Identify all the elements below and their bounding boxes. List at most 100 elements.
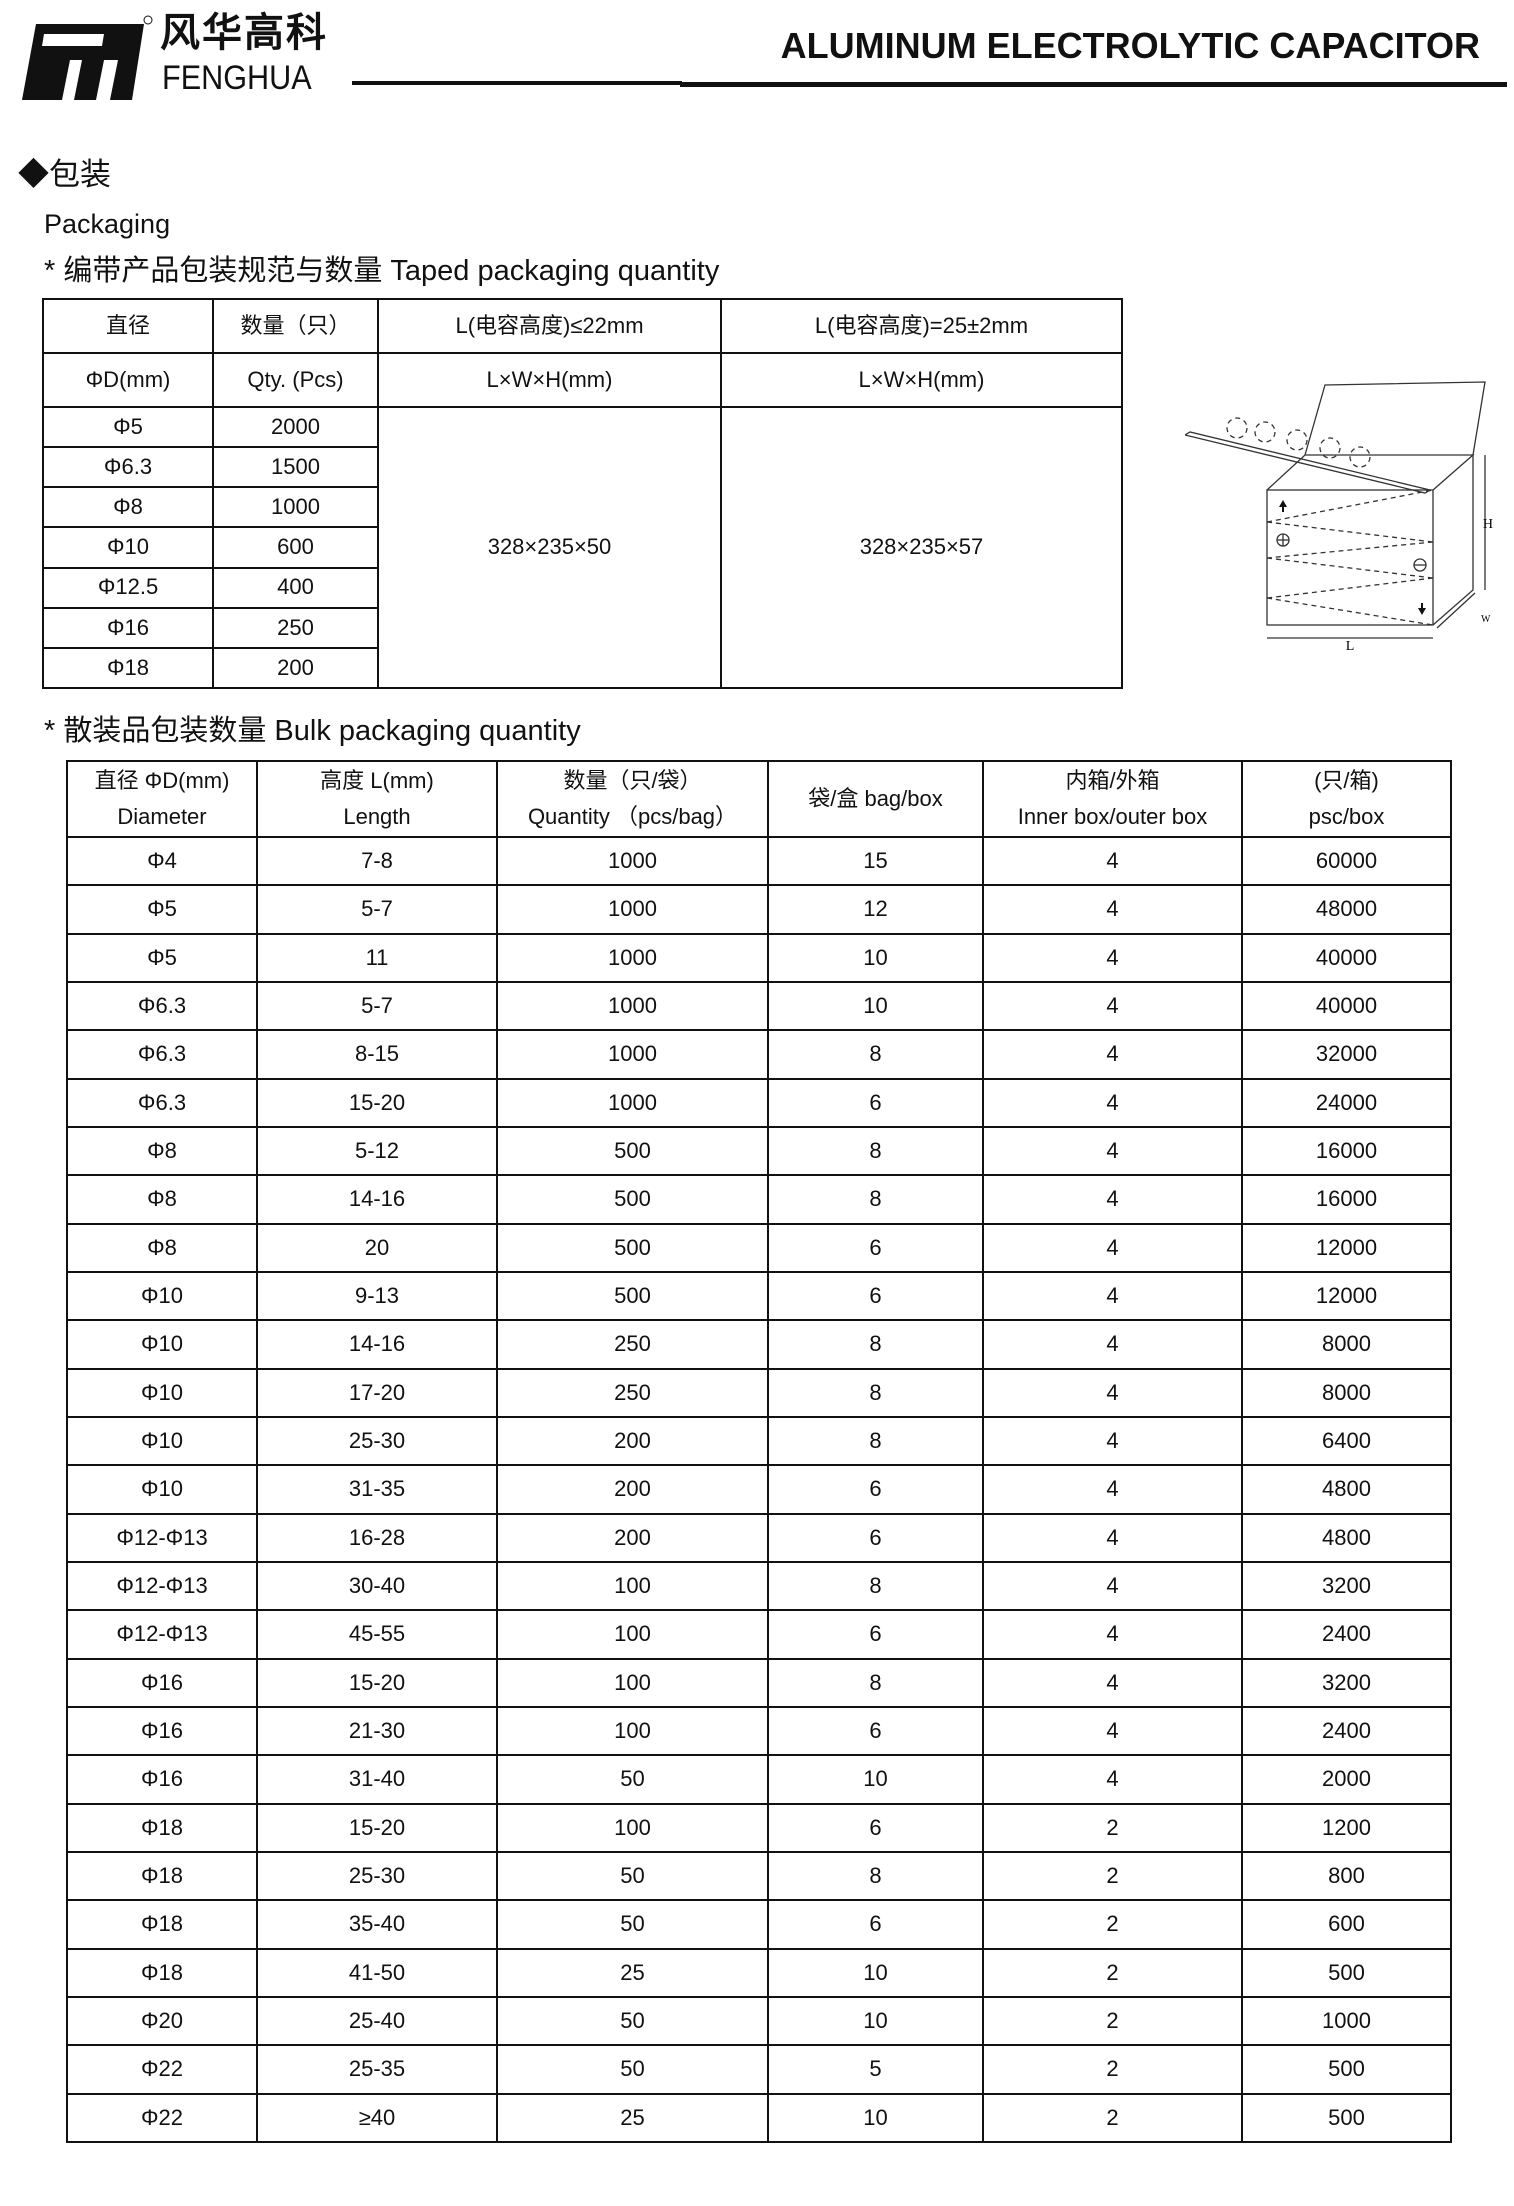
cell-quantity: 100 xyxy=(496,1802,769,1853)
cell-inner-outer: 4 xyxy=(982,1512,1243,1563)
table-row: Φ18 25-30 50 8 2 800 xyxy=(66,1850,1452,1902)
cell-quantity: 50 xyxy=(496,1995,769,2047)
table-row: Φ16 15-20 100 8 4 3200 xyxy=(66,1657,1452,1708)
header-length: 高度 L(mm) Length xyxy=(256,760,498,838)
cell-bag-per-box: 8 xyxy=(767,1029,984,1080)
cell-inner-outer: 4 xyxy=(982,1367,1243,1418)
table-row: Φ18 200 xyxy=(42,646,1122,690)
header-rule xyxy=(680,82,1507,87)
section-title: ◆包装 xyxy=(18,157,111,192)
cell-diameter: Φ16 xyxy=(42,606,214,649)
cell-pcs-per-box: 600 xyxy=(1241,1899,1452,1950)
cell-inner-outer: 4 xyxy=(982,980,1243,1032)
cell-quantity: 1000 xyxy=(496,1077,769,1128)
cell-length: 7-8 xyxy=(256,835,498,887)
header-diameter-en: ΦD(mm) xyxy=(42,352,214,408)
cell-length: 15-20 xyxy=(256,1802,498,1853)
cell-quantity: 500 xyxy=(496,1222,769,1273)
cell-diameter: Φ20 xyxy=(66,1995,258,2047)
cell-length: 11 xyxy=(256,932,498,983)
cell-quantity: 100 xyxy=(496,1560,769,1612)
table-row: Φ10 600 xyxy=(42,526,1122,569)
cell-length: 45-55 xyxy=(256,1609,498,1660)
cell-quantity: 1000 xyxy=(496,835,769,887)
cell-pcs-per-box: 16000 xyxy=(1241,1125,1452,1177)
cell-length: 16-28 xyxy=(256,1512,498,1563)
logo-english-name: FENGHUA xyxy=(162,59,312,97)
box-packaging-diagram: L H W xyxy=(1185,381,1493,650)
taped-heading: * 编带产品包装规范与数量 Taped packaging quantity xyxy=(44,255,720,287)
header-dim-b: L×W×H(mm) xyxy=(720,352,1123,408)
cell-bag-per-box: 6 xyxy=(767,1705,984,1757)
table-row: Φ12-Φ13 45-55 100 6 4 2400 xyxy=(66,1609,1452,1660)
cell-diameter: Φ16 xyxy=(66,1705,258,1757)
cell-length: 5-7 xyxy=(256,884,498,935)
cell-bag-per-box: 10 xyxy=(767,2092,984,2144)
table-row: Φ10 9-13 500 6 4 12000 xyxy=(66,1270,1452,1322)
cell-bag-per-box: 6 xyxy=(767,1464,984,1515)
header-quantity-line: Quantity （pcs/bag） xyxy=(527,804,738,829)
cell-length: 25-35 xyxy=(256,2044,498,2095)
cell-inner-outer: 4 xyxy=(982,1464,1243,1515)
bulk-packaging-table: 直径 ΦD(mm) Diameter 高度 L(mm) Length 数量（只/袋） Qu… xyxy=(66,760,1452,2144)
table-row: Φ18 15-20 100 6 2 1200 xyxy=(66,1802,1452,1853)
cell-length: 17-20 xyxy=(256,1367,498,1418)
table-row: Φ22 25-35 50 5 2 500 xyxy=(66,2044,1452,2095)
header-inner-outer-box-line: 内箱/外箱 xyxy=(1065,768,1160,793)
cell-diameter: Φ8 xyxy=(66,1125,258,1177)
cell-diameter: Φ6.3 xyxy=(66,1077,258,1128)
cell-pcs-per-box: 800 xyxy=(1241,1850,1452,1902)
cell-quantity: 50 xyxy=(496,1850,769,1902)
header-pcs-per-box: (只/箱) psc/box xyxy=(1241,760,1452,838)
cell-inner-outer: 4 xyxy=(982,1029,1243,1080)
table-row: Φ5 11 1000 10 4 40000 xyxy=(66,932,1452,983)
cell-quantity: 50 xyxy=(496,1754,769,1805)
cell-quantity: 1000 xyxy=(212,486,379,529)
cell-length: 8-15 xyxy=(256,1029,498,1080)
cell-pcs-per-box: 16000 xyxy=(1241,1174,1452,1225)
cell-bag-per-box: 10 xyxy=(767,980,984,1032)
cell-quantity: 25 xyxy=(496,1947,769,1998)
cell-diameter: Φ18 xyxy=(66,1947,258,1998)
cell-diameter: Φ22 xyxy=(66,2044,258,2095)
header-rule xyxy=(352,81,682,85)
cell-length: 14-16 xyxy=(256,1174,498,1225)
table-row: Φ5 2000 328×235×50 328×235×57 xyxy=(42,405,1123,689)
cell-diameter: Φ18 xyxy=(66,1850,258,1902)
header-quantity: 数量（只/袋） Quantity （pcs/bag） xyxy=(496,760,769,838)
table-row: Φ10 14-16 250 8 4 8000 xyxy=(66,1319,1452,1370)
cell-quantity: 100 xyxy=(496,1657,769,1708)
cell-diameter: Φ10 xyxy=(66,1270,258,1322)
box-lid xyxy=(1304,381,1486,456)
cell-length: 31-35 xyxy=(256,1464,498,1515)
cell-bag-per-box: 10 xyxy=(767,932,984,983)
cell-diameter: Φ12-Φ13 xyxy=(66,1512,258,1563)
cell-inner-outer: 4 xyxy=(982,1077,1243,1128)
cell-pcs-per-box: 2000 xyxy=(1241,1754,1452,1805)
cell-quantity: 1000 xyxy=(496,1029,769,1080)
cell-pcs-per-box: 4800 xyxy=(1241,1512,1452,1563)
cell-length: 15-20 xyxy=(256,1077,498,1128)
table-row: Φ16 21-30 100 6 4 2400 xyxy=(66,1705,1452,1757)
cell-bag-per-box: 8 xyxy=(767,1367,984,1418)
cell-quantity: 1000 xyxy=(496,884,769,935)
header-bag-per-box: 袋/盒 bag/box xyxy=(767,760,984,838)
table-row: Φ10 17-20 250 8 4 8000 xyxy=(66,1367,1452,1418)
cell-quantity: 250 xyxy=(212,606,379,649)
cell-bag-per-box: 5 xyxy=(767,2044,984,2095)
cell-bag-per-box: 8 xyxy=(767,1657,984,1708)
cell-pcs-per-box: 8000 xyxy=(1241,1367,1452,1418)
cell-inner-outer: 2 xyxy=(982,1850,1243,1902)
table-row: Φ12-Φ13 30-40 100 8 4 3200 xyxy=(66,1560,1452,1612)
cell-inner-outer: 4 xyxy=(982,1319,1243,1370)
cell-pcs-per-box: 40000 xyxy=(1241,980,1452,1032)
bulk-heading: * 散装品包装数量 Bulk packaging quantity xyxy=(44,715,581,747)
cell-pcs-per-box: 2400 xyxy=(1241,1609,1452,1660)
cell-pcs-per-box: 48000 xyxy=(1241,884,1452,935)
cell-length: 25-40 xyxy=(256,1995,498,2047)
fenghua-logo xyxy=(22,15,153,100)
cell-length: 25-30 xyxy=(256,1415,498,1467)
cell-diameter: Φ5 xyxy=(66,932,258,983)
cell-quantity: 200 xyxy=(496,1415,769,1467)
cell-bag-per-box: 8 xyxy=(767,1174,984,1225)
